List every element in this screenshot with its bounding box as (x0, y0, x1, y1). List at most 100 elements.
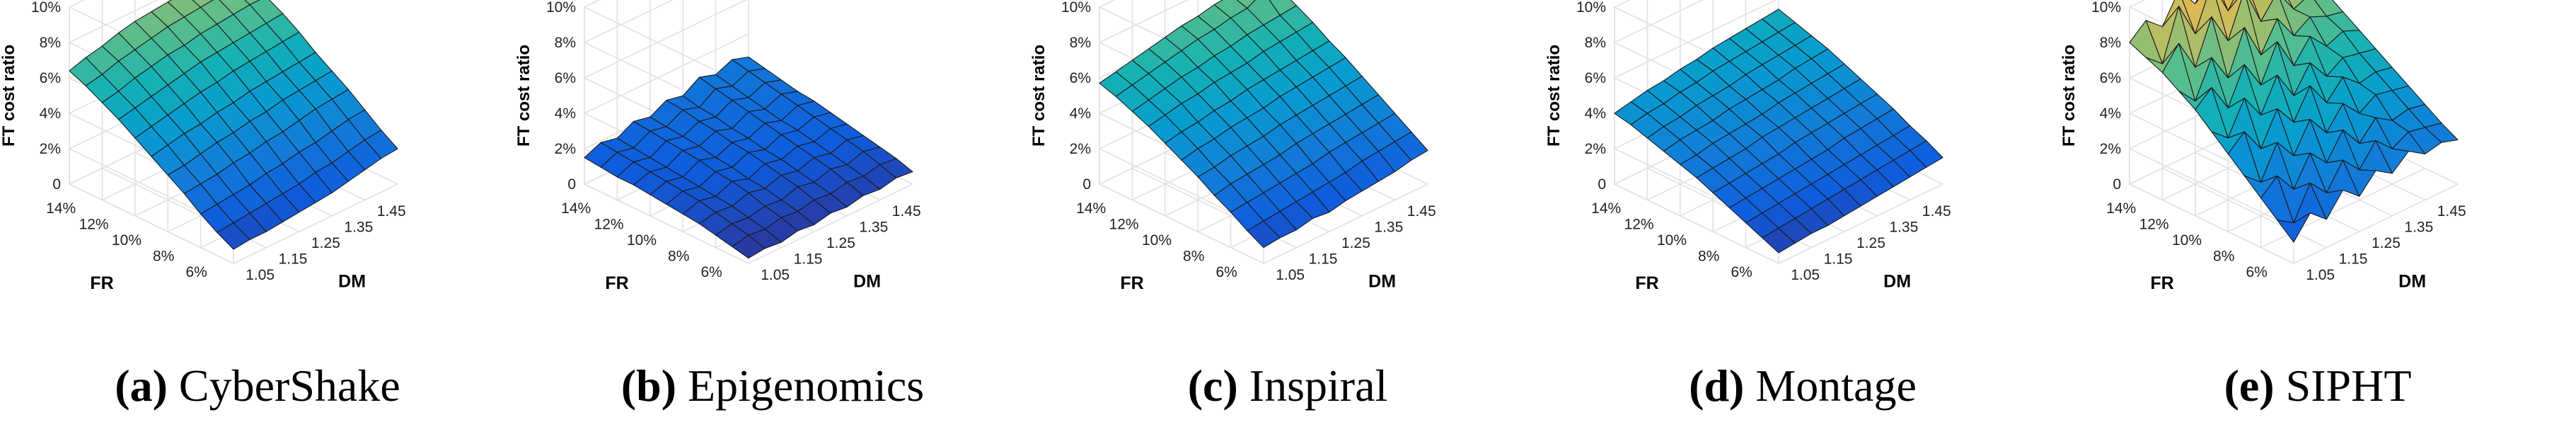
z-tick-label: 2% (1070, 141, 1091, 157)
z-tick-label: 6% (2100, 70, 2121, 86)
fr-tick-label: 10% (1657, 232, 1687, 249)
panel-title: Montage (1744, 360, 1917, 411)
dm-tick-label: 1.15 (279, 251, 308, 267)
surface-patch (2223, 0, 2234, 11)
surface-patch (1236, 0, 1256, 9)
surface-patch (879, 158, 913, 178)
chart-panel-epigenomics: 0 2% 4% 6% 8% 10% FT cost ratio 6% 8% 10% 12% 14% FR… (515, 0, 1030, 427)
z-tick-label: 4% (1585, 106, 1606, 122)
floor-gridline (233, 183, 398, 264)
z-tick-label: 2% (555, 141, 576, 157)
dm-axis-title: DM (853, 271, 881, 291)
floor-gridline (1778, 183, 1943, 264)
fr-axis-title: FR (1120, 273, 1143, 293)
fr-axis: 6% 8% 10%12%14% FR (1591, 200, 1752, 293)
panel-label: (a) (115, 360, 168, 411)
dm-tick-label: 1.35 (859, 220, 888, 236)
fr-tick-label: 14% (1591, 200, 1621, 217)
fr-tick-label: 6% (185, 264, 207, 280)
surface (2129, 0, 2459, 243)
panel-title: CyberShake (167, 360, 400, 411)
dm-tick-label: 1.25 (1856, 235, 1885, 251)
z-tick-label: 0 (52, 176, 61, 193)
fr-tick-label: 8% (1698, 248, 1719, 264)
dm-tick-label: 1.15 (1824, 251, 1853, 267)
floor-gridline (69, 183, 234, 264)
z-tick-label: 10% (546, 0, 576, 16)
dm-tick-label: 1.05 (2306, 267, 2335, 283)
dm-axis: 1.051.151.251.351.45 DM (1276, 203, 1436, 291)
z-tick-label: 0 (2113, 176, 2121, 193)
fr-axis-title: FR (90, 273, 113, 293)
z-tick-label: 0 (1082, 176, 1091, 193)
dm-tick-label: 1.15 (1309, 251, 1338, 267)
fr-tick-label: 10% (2172, 232, 2202, 249)
z-tick-label: 6% (1585, 70, 1606, 86)
z-axis-title: FT cost ratio (1545, 45, 1564, 147)
dm-axis-title: DM (338, 271, 366, 291)
z-tick-label: 2% (2100, 141, 2121, 157)
floor-gridline (1263, 183, 1428, 264)
panel-title: SIPHT (2274, 360, 2412, 411)
z-tick-label: 6% (555, 70, 576, 86)
fr-axis-title: FR (605, 273, 628, 293)
surface-patch (364, 130, 398, 159)
dm-tick-label: 1.45 (1407, 203, 1436, 220)
z-tick-label: 6% (1070, 70, 1091, 86)
z-axis: 0 2% 4% 6% 8% 10% FT cost ratio (1030, 0, 1091, 193)
z-tick-label: 8% (555, 35, 576, 51)
panel-caption: (c) Inspiral (1030, 360, 1545, 412)
surface-patch (2425, 123, 2459, 143)
fr-tick-label: 14% (46, 200, 76, 217)
dm-axis-title: DM (2398, 271, 2426, 291)
surface-patch (1910, 140, 1943, 168)
dm-tick-label: 1.35 (344, 220, 373, 236)
z-tick-label: 8% (40, 35, 61, 51)
fr-tick-label: 14% (2106, 200, 2136, 217)
dm-tick-label: 1.45 (1922, 203, 1951, 220)
panel-caption: (d) Montage (1545, 360, 2060, 412)
fr-tick-label: 8% (668, 248, 689, 264)
fr-tick-label: 6% (1731, 264, 1752, 280)
fr-tick-label: 12% (1109, 217, 1139, 233)
z-axis: 0 2% 4% 6% 8% 10% FT cost ratio (1545, 0, 1606, 193)
panel-label: (c) (1187, 360, 1238, 411)
dm-tick-label: 1.05 (1276, 267, 1305, 283)
fr-tick-label: 8% (1183, 248, 1204, 264)
z-tick-label: 8% (2100, 35, 2121, 51)
surface (584, 56, 913, 259)
z-axis: 0 2% 4% 6% 8% 10% FT cost ratio (515, 0, 576, 193)
surface-plot: 02%4%6%8%10%FT cost ratio6%8%10%12%14%FR… (0, 0, 406, 293)
panel-caption: (b) Epigenomics (515, 360, 1030, 412)
z-tick-label: 0 (1598, 176, 1606, 193)
z-tick-label: 2% (1585, 141, 1606, 157)
fr-tick-label: 10% (112, 232, 141, 249)
fr-tick-label: 6% (700, 264, 722, 280)
chart-panel-montage: 0 2% 4% 6% 8% 10% FT cost ratio 6% 8% 10% 12% 14% FR… (1545, 0, 2060, 427)
fr-tick-label: 12% (1624, 217, 1654, 233)
surface-patch (2288, 0, 2304, 10)
panel-title: Epigenomics (676, 360, 925, 411)
z-tick-label: 4% (555, 106, 576, 122)
z-tick-label: 0 (567, 176, 576, 193)
surface-plot: 02%4%6%8%10%FT cost ratio6%8%10%12%14%FR… (1030, 0, 1436, 293)
fr-tick-label: 6% (2246, 264, 2267, 280)
dm-axis: 1.051.151.251.351.45 DM (1791, 203, 1951, 291)
panel-caption: (a) CyberShake (0, 360, 515, 412)
dm-tick-label: 1.25 (826, 235, 855, 251)
fr-tick-label: 10% (627, 232, 657, 249)
z-tick-label: 10% (2091, 0, 2121, 16)
chart-panel-inspiral: 0 2% 4% 6% 8% 10% FT cost ratio 6% 8% 10% 12% 14% FR… (1030, 0, 1545, 427)
dm-tick-label: 1.05 (246, 267, 275, 283)
fr-axis-title: FR (1635, 273, 1658, 293)
fr-axis: 6% 8% 10%12%14% FR (46, 200, 207, 293)
panel-label: (b) (620, 360, 677, 411)
dm-tick-label: 1.25 (1341, 235, 1370, 251)
fr-tick-label: 12% (2139, 217, 2169, 233)
panel-caption: (e) SIPHT (2060, 360, 2575, 412)
z-axis-title: FT cost ratio (515, 45, 533, 147)
z-tick-label: 8% (1070, 35, 1091, 51)
dm-tick-label: 1.05 (1791, 267, 1820, 283)
z-tick-label: 4% (40, 106, 61, 122)
